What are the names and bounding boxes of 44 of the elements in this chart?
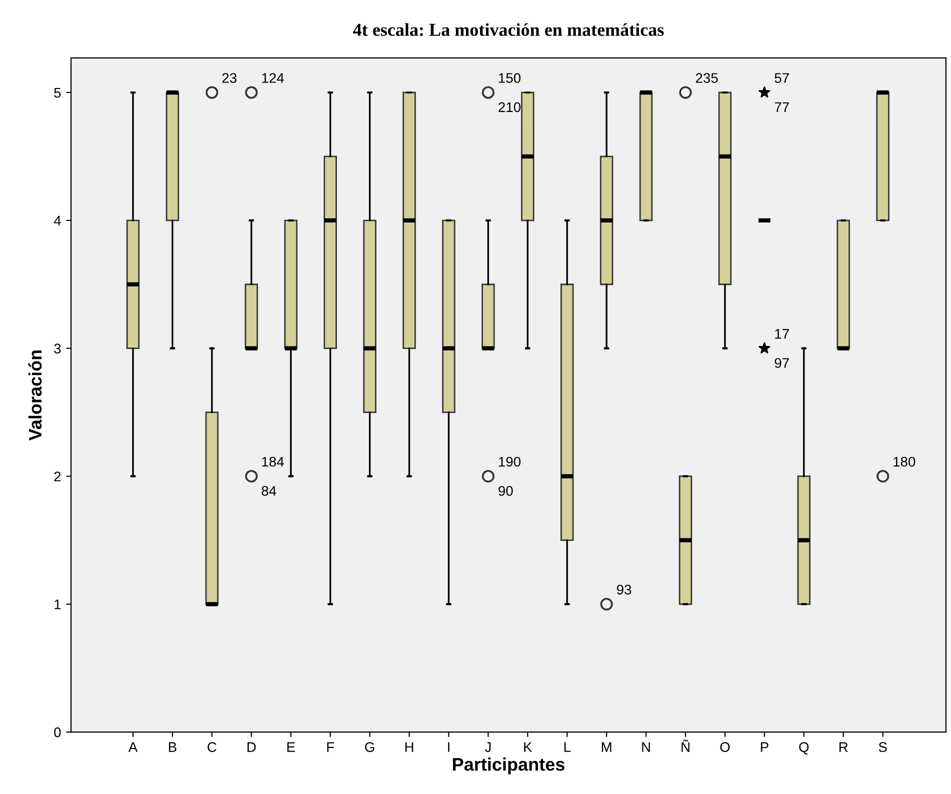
x-tick-label: Q [799,742,809,754]
y-axis-title: Valoración [28,350,42,441]
x-tick-label: A [128,742,138,752]
y-tick-label: 0 [54,727,61,738]
x-tick-label: N [642,742,650,752]
annotation: 184 [262,456,284,467]
annotation: 180 [894,456,916,467]
x-tick-label: L [564,742,571,752]
y-tick-label: 3 [54,344,61,354]
annotation: 124 [262,73,284,83]
annotation: 90 [498,486,513,496]
x-tick-label: R [839,742,848,752]
annotation: 57 [774,73,789,83]
x-tick-label: I [448,742,450,752]
y-tick-label: 5 [54,88,61,98]
x-tick-label: H [405,742,414,752]
x-tick-label: C [208,742,216,752]
annotation: 77 [774,102,789,112]
x-tick-label: S [878,742,887,752]
y-tick-label: 1 [54,600,61,610]
annotation: 84 [262,486,276,496]
x-tick-label: P [760,742,768,752]
x-tick-label: B [168,742,176,752]
annotation: 210 [498,102,521,112]
x-tick-label: O [720,742,730,752]
annotation: 17 [775,329,789,339]
x-tick-label: J [484,742,491,752]
y-tick-label: 2 [54,472,61,482]
x-tick-label: F [327,742,334,752]
annotation: 150 [498,73,521,83]
annotation: 190 [498,456,521,467]
x-tick-label: Ñ [682,740,690,752]
annotation: 23 [222,73,236,83]
annotation: 93 [616,584,632,595]
x-tick-label: K [524,742,532,752]
annotation: 235 [696,73,718,83]
x-tick-label: D [248,742,256,752]
x-axis-title: Participantes [453,758,564,774]
x-tick-label: M [602,742,612,752]
annotation: 97 [774,358,789,368]
x-tick-label: G [365,742,374,752]
x-tick-label: E [287,742,295,752]
y-tick-label: 4 [54,216,61,226]
chart-title: 4t escala: La motivación en matemáticas [353,23,664,36]
